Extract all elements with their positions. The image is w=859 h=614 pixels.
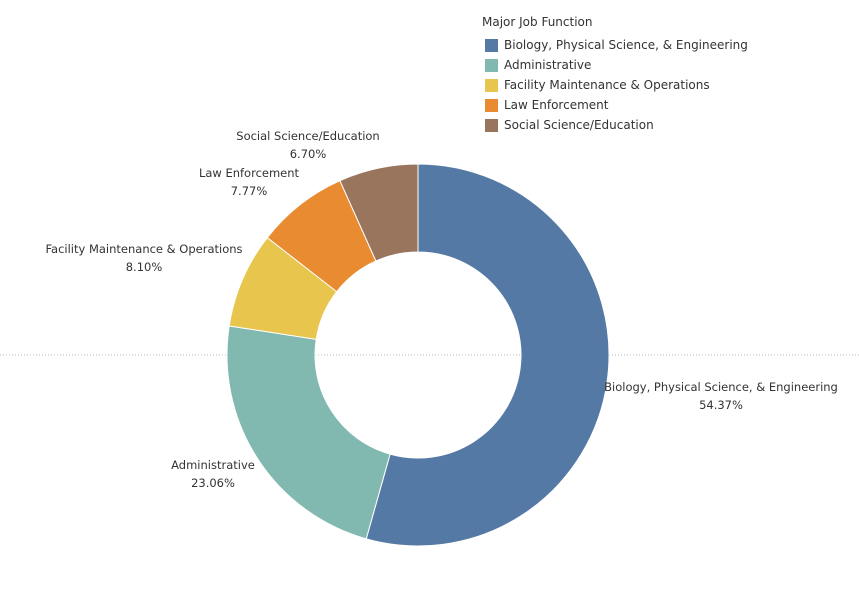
- slice-value-label: 7.77%: [231, 184, 268, 198]
- slice-biology-physical-science-engineering[interactable]: [365, 163, 610, 547]
- slice-label: Law Enforcement: [199, 166, 300, 180]
- slice-value-label: 54.37%: [699, 398, 743, 412]
- legend-swatch: [485, 38, 498, 52]
- legend-items: Biology, Physical Science, & Engineering…: [482, 35, 748, 135]
- slice-social-science-education[interactable]: [339, 163, 419, 262]
- slice-value-label: 8.10%: [126, 260, 163, 274]
- slices-group: [226, 163, 610, 547]
- slice-label: Facility Maintenance & Operations: [45, 242, 242, 256]
- slice-value-label: 23.06%: [191, 476, 235, 490]
- legend-item[interactable]: Law Enforcement: [482, 95, 748, 115]
- legend-title: Major Job Function: [482, 15, 593, 29]
- legend-label: Law Enforcement: [504, 98, 609, 112]
- legend-item[interactable]: Social Science/Education: [482, 115, 748, 135]
- legend-swatch: [485, 98, 498, 112]
- legend-swatch: [485, 58, 498, 72]
- labels-group: Biology, Physical Science, & Engineering…: [45, 129, 837, 490]
- slice-value-label: 6.70%: [290, 147, 327, 161]
- legend-swatch: [485, 78, 498, 92]
- legend: Major Job Function Biology, Physical Sci…: [482, 15, 748, 135]
- legend-item[interactable]: Biology, Physical Science, & Engineering: [482, 35, 748, 55]
- legend-label: Biology, Physical Science, & Engineering: [504, 38, 748, 52]
- legend-item[interactable]: Facility Maintenance & Operations: [482, 75, 748, 95]
- legend-item[interactable]: Administrative: [482, 55, 748, 75]
- legend-label: Facility Maintenance & Operations: [504, 78, 710, 92]
- slice-administrative[interactable]: [226, 325, 391, 540]
- slice-label: Social Science/Education: [236, 129, 379, 143]
- legend-swatch: [485, 118, 498, 132]
- legend-label: Social Science/Education: [504, 118, 654, 132]
- legend-label: Administrative: [504, 58, 592, 72]
- slice-label: Biology, Physical Science, & Engineering: [604, 380, 838, 394]
- slice-label: Administrative: [171, 458, 255, 472]
